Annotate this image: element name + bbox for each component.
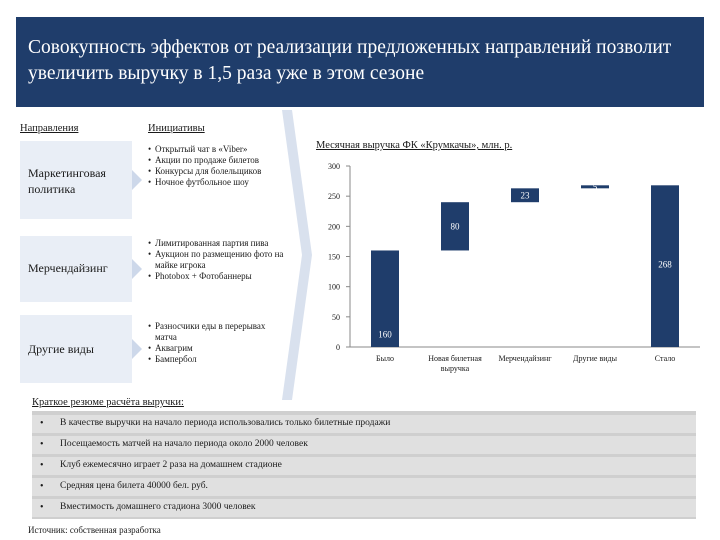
initiative-item: Бампербол <box>148 354 288 365</box>
x-tick-label: Другие виды <box>573 354 618 363</box>
y-tick-label: 250 <box>328 192 340 201</box>
bullet-icon: • <box>40 460 44 471</box>
initiative-item: Конкурсы для болельщиков <box>148 166 288 177</box>
summary-row: • Вместимость домашнего стадиона 3000 че… <box>32 499 696 517</box>
bullet-icon: • <box>40 439 44 450</box>
x-tick-label: Стало <box>655 354 675 363</box>
bullet-icon: • <box>40 502 44 513</box>
summary-row: • В качестве выручки на начало периода и… <box>32 415 696 433</box>
summary-box: • В качестве выручки на начало периода и… <box>32 411 696 519</box>
summary-row: • Средняя цена билета 40000 бел. руб. <box>32 478 696 496</box>
section-divider-chevron <box>282 110 312 400</box>
direction-arrow <box>132 259 142 279</box>
bullet-icon: • <box>40 418 44 429</box>
initiatives-marketing: Открытый чат в «Viber» Акции по продаже … <box>148 144 288 188</box>
waterfall-bar <box>581 185 609 189</box>
bullet-icon: • <box>40 481 44 492</box>
x-tick-label: Было <box>376 354 394 363</box>
initiative-item: Разносчики еды в перерывах матча <box>148 321 288 343</box>
data-label: 23 <box>521 190 531 200</box>
direction-marketing: Маркетинговая политика <box>20 141 132 219</box>
waterfall-bar <box>371 250 399 347</box>
initiative-item: Лимитированная партия пива <box>148 238 288 249</box>
initiative-item: Открытый чат в «Viber» <box>148 144 288 155</box>
direction-label: Маркетинговая политика <box>28 166 106 196</box>
y-tick-label: 100 <box>328 283 340 292</box>
initiative-item: Аукцион по размещению фото на майке игро… <box>148 249 288 271</box>
direction-other: Другие виды <box>20 315 132 383</box>
y-tick-label: 150 <box>328 253 340 262</box>
summary-title: Краткое резюме расчёта выручки: <box>32 397 184 408</box>
chart-title: Месячная выручка ФК «Крумкачы», млн. р. <box>316 140 513 151</box>
data-label: 268 <box>658 259 672 269</box>
summary-row: • Посещаемость матчей на начало периода … <box>32 436 696 454</box>
waterfall-bar <box>651 185 679 347</box>
direction-label: Мерчендайзинг <box>28 261 108 275</box>
summary-text: Посещаемость матчей на начало периода ок… <box>60 439 308 449</box>
waterfall-bar <box>511 188 539 203</box>
summary-text: Вместимость домашнего стадиона 3000 чело… <box>60 502 256 512</box>
direction-arrow <box>132 170 142 190</box>
x-tick-label: Новая билетная <box>428 354 482 363</box>
y-tick-label: 50 <box>332 313 340 322</box>
summary-text: Средняя цена билета 40000 бел. руб. <box>60 481 208 491</box>
data-label: 5 <box>593 182 598 192</box>
direction-merchandising: Мерчендайзинг <box>20 236 132 302</box>
data-label: 160 <box>378 329 392 339</box>
directions-heading: Направления <box>20 123 79 134</box>
initiative-item: Аквагрим <box>148 343 288 354</box>
waterfall-bar <box>441 202 469 251</box>
page-title: Совокупность эффектов от реализации пред… <box>28 37 672 84</box>
initiative-item: Акции по продаже билетов <box>148 155 288 166</box>
initiative-item: Photobox + Фотобаннеры <box>148 271 288 282</box>
y-tick-label: 200 <box>328 222 340 231</box>
initiatives-heading: Инициативы <box>148 123 205 134</box>
x-tick-label: Мерчендайзинг <box>498 354 552 363</box>
data-label: 80 <box>451 221 461 231</box>
waterfall-chart: 0 50 100 150 200 250 300 160 Было 80 Новая билетна… <box>328 162 700 373</box>
source-note: Источник: собственная разработка <box>28 525 161 535</box>
initiative-item: Ночное футбольное шоу <box>148 177 288 188</box>
y-tick-label: 0 <box>336 343 340 352</box>
header-banner: Совокупность эффектов от реализации пред… <box>16 17 704 107</box>
initiatives-other: Разносчики еды в перерывах матча Аквагри… <box>148 321 288 365</box>
x-tick-label: выручка <box>441 364 470 373</box>
summary-text: Клуб ежемесячно играет 2 раза на домашне… <box>60 460 282 470</box>
summary-text: В качестве выручки на начало периода исп… <box>60 418 391 428</box>
y-tick-label: 300 <box>328 162 340 171</box>
summary-row: • Клуб ежемесячно играет 2 раза на домаш… <box>32 457 696 475</box>
direction-arrow <box>132 339 142 359</box>
initiatives-merchandising: Лимитированная партия пива Аукцион по ра… <box>148 238 288 282</box>
direction-label: Другие виды <box>28 342 94 356</box>
